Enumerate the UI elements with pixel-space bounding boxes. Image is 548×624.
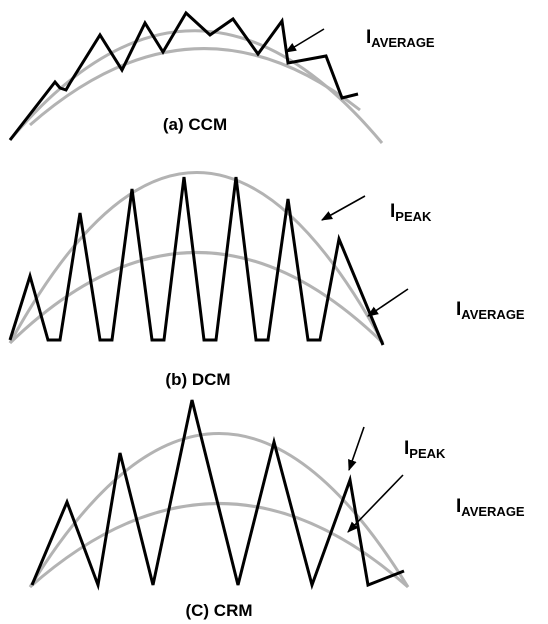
crm-inductor-current: [30, 399, 405, 591]
dcm-average-envelope: [8, 251, 385, 345]
ccm-average-label: IAVERAGE: [366, 27, 435, 50]
crm-peak-arrow: [348, 426, 365, 472]
ccm-average-arrow: [285, 28, 325, 53]
dcm-inductor-current: [8, 176, 385, 346]
dcm-average-label: IAVERAGE: [456, 299, 525, 322]
crm-caption: (C) CRM: [185, 601, 252, 620]
crm-average-label: IAVERAGE: [456, 496, 525, 519]
dcm-caption: (b) DCM: [165, 370, 230, 389]
dcm-peak-envelope: [8, 171, 385, 344]
ccm-panel: IAVERAGE (a) CCM: [8, 10, 435, 144]
ccm-caption: (a) CCM: [163, 115, 227, 134]
crm-average-envelope: [29, 502, 409, 589]
dcm-peak-label: IPEAK: [390, 201, 432, 224]
crm-average-arrow: [347, 474, 404, 533]
ccm-inductor-current: [8, 10, 359, 141]
dcm-peak-arrow: [321, 195, 366, 221]
dcm-panel: IPEAK IAVERAGE (b) DCM: [8, 171, 525, 389]
crm-peak-label: IPEAK: [404, 438, 446, 461]
dcm-average-arrow: [367, 288, 409, 317]
crm-panel: IPEAK IAVERAGE (C) CRM: [28, 399, 525, 620]
ccm-lower-envelope: [29, 47, 361, 127]
